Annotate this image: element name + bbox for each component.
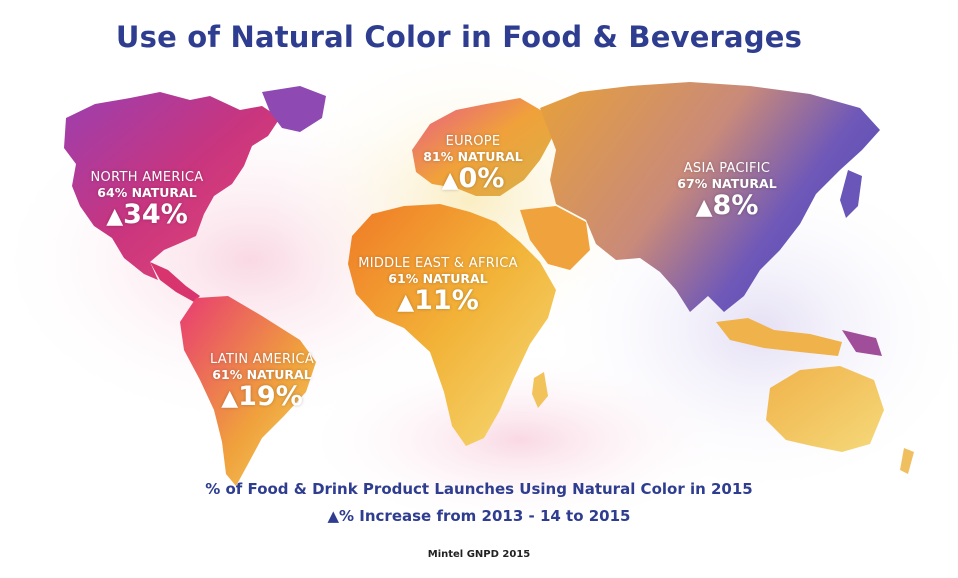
region-natural-percent: 61% NATURAL: [212, 367, 312, 382]
greenland-landmass: [262, 86, 326, 132]
madagascar-landmass: [532, 372, 548, 408]
delta-triangle-icon: ▲: [327, 507, 340, 525]
region-increase-value: 0%: [458, 163, 505, 194]
region-increase: ▲19%: [196, 382, 328, 414]
region-natural-percent: 61% NATURAL: [388, 271, 488, 286]
source-note: Mintel GNPD 2015: [427, 549, 531, 560]
delta-triangle-icon: ▲: [397, 290, 415, 315]
page-title: Use of Natural Color in Food & Beverages: [115, 20, 803, 54]
region-name: ASIA PACIFIC: [683, 161, 771, 176]
region-increase: ▲34%: [84, 200, 210, 232]
region-increase-value: 8%: [712, 190, 759, 221]
delta-triangle-icon: ▲: [441, 168, 459, 193]
south-america-landmass: [180, 296, 316, 486]
region-label-europe: EUROPE 81% NATURAL ▲0%: [420, 134, 526, 196]
region-name: LATIN AMERICA: [209, 352, 315, 367]
europe-landmass: [412, 98, 552, 196]
region-increase-value: 11%: [414, 285, 479, 316]
region-increase-value: 34%: [123, 199, 188, 230]
region-natural-percent: 81% NATURAL: [423, 149, 523, 164]
africa-landmass: [348, 204, 556, 446]
region-increase-value: 19%: [238, 381, 303, 412]
new-zealand-landmass: [900, 448, 914, 474]
japan-landmass: [840, 170, 862, 218]
delta-triangle-icon: ▲: [695, 195, 713, 220]
region-label-latin-america: LATIN AMERICA 61% NATURAL ▲19%: [196, 352, 328, 414]
legend-line-natural-percent: % of Food & Drink Product Launches Using…: [205, 480, 753, 498]
region-label-north-america: NORTH AMERICA 64% NATURAL ▲34%: [84, 170, 210, 232]
region-name: MIDDLE EAST & AFRICA: [358, 256, 518, 271]
australia-landmass: [766, 366, 884, 452]
region-natural-percent: 64% NATURAL: [97, 185, 197, 200]
delta-triangle-icon: ▲: [106, 204, 124, 229]
region-name: EUROPE: [445, 134, 501, 149]
region-increase: ▲11%: [352, 286, 524, 318]
central-america-landmass: [150, 262, 200, 302]
asia-landmass: [540, 82, 880, 312]
delta-triangle-icon: ▲: [221, 386, 239, 411]
region-name: NORTH AMERICA: [90, 170, 204, 185]
legend-increase-text: % Increase from 2013 - 14 to 2015: [339, 507, 631, 525]
region-increase: ▲0%: [420, 164, 526, 196]
legend-line-increase: ▲% Increase from 2013 - 14 to 2015: [0, 507, 958, 525]
paint-splash: [300, 350, 740, 530]
region-label-middle-east-africa: MIDDLE EAST & AFRICA 61% NATURAL ▲11%: [352, 256, 524, 318]
new-guinea-landmass: [842, 330, 882, 356]
indonesia-landmass: [716, 318, 842, 356]
region-label-asia-pacific: ASIA PACIFIC 67% NATURAL ▲8%: [672, 161, 782, 223]
region-increase: ▲8%: [672, 191, 782, 223]
region-natural-percent: 67% NATURAL: [677, 176, 777, 191]
north-america-landmass: [64, 92, 280, 280]
middle-east-landmass: [520, 206, 590, 270]
